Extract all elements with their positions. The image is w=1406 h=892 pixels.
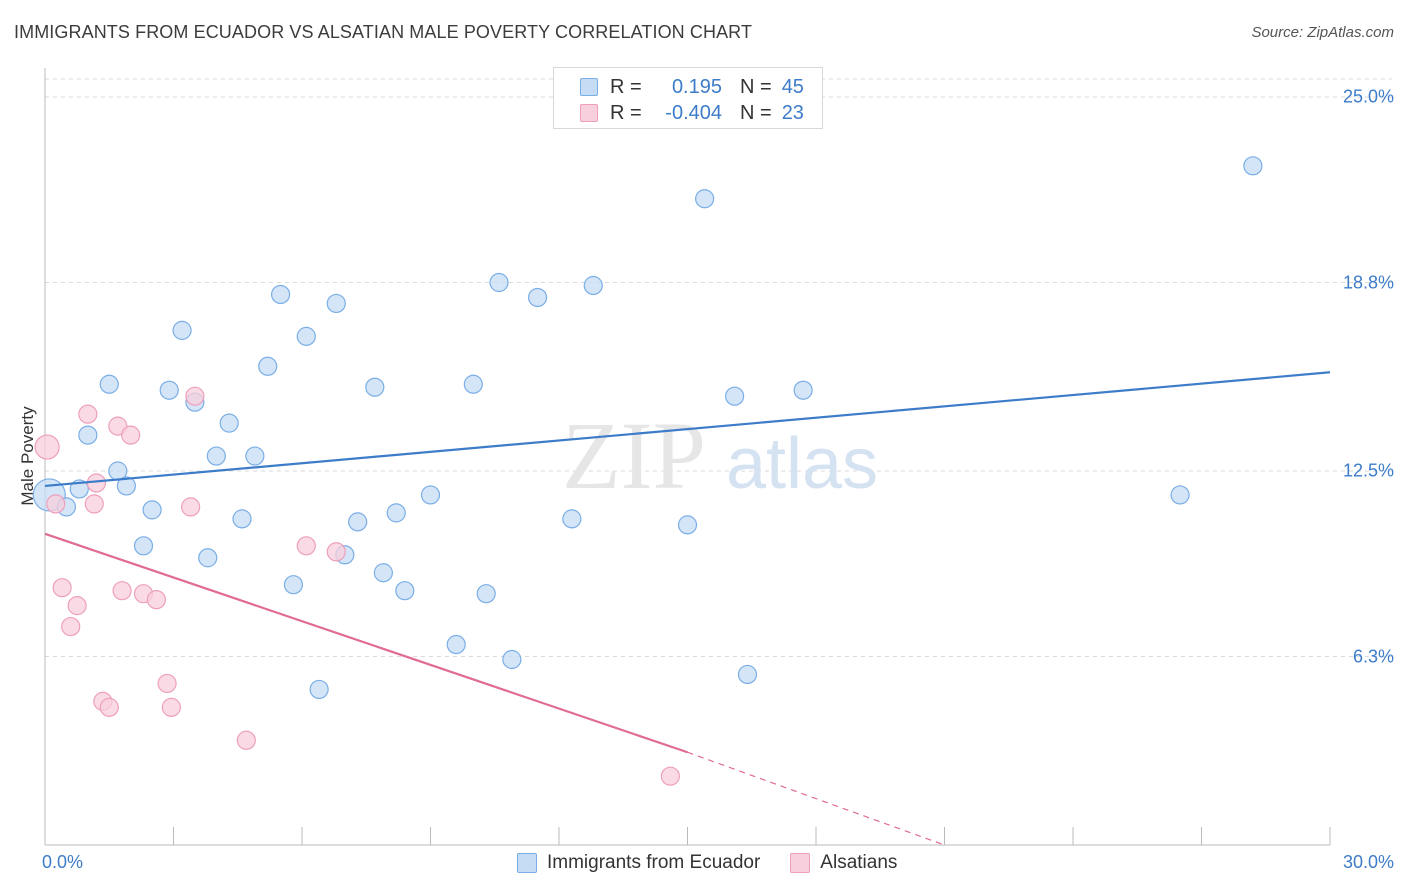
data-point [181,497,201,517]
data-point [527,287,548,308]
data-point [219,413,239,433]
data-point [677,515,698,535]
data-point [185,386,205,406]
series-legend: Immigrants from Ecuador Alsatians [517,852,927,874]
data-point [78,404,98,424]
data-point [326,542,346,562]
legend-r-value: 0.195 [671,75,722,98]
data-point [69,479,89,499]
data-point [502,649,522,670]
data-point [562,509,582,529]
x-tick-max: 30.0% [1342,852,1394,872]
watermark: ZIP atlas [562,402,878,509]
data-point [660,766,680,786]
data-point [793,380,813,400]
data-point [258,356,278,376]
data-point [236,730,256,750]
data-point [157,673,177,694]
legend-r-label: R = [610,75,642,98]
data-point [489,272,509,293]
data-point [112,581,132,601]
legend-n-label: N = [740,101,772,124]
data-point [386,503,406,523]
y-tick-label: 18.8% [1342,272,1394,292]
data-point [46,494,66,514]
data-point [476,584,496,604]
legend-row-ecuador: R = 0.195 N = 45 [580,74,804,100]
legend-r-value: -0.404 [665,101,722,124]
data-point [161,697,181,717]
data-point [395,581,415,601]
data-point [309,679,329,700]
data-point [99,697,119,717]
trend-lines [44,371,1331,846]
legend-swatch-blue [580,78,598,96]
legend-swatch-blue [517,853,537,873]
data-point [365,377,385,397]
data-point [52,578,72,598]
data-point [159,380,179,400]
y-tick-label: 25.0% [1342,86,1394,107]
data-point [296,536,316,556]
data-point [34,434,60,460]
legend-item-alsatians[interactable]: Alsatians [790,852,897,874]
data-point [1243,156,1263,176]
legend-label-alsatians: Alsatians [820,852,898,873]
data-point [206,446,226,466]
data-point [348,512,368,532]
chart-title: IMMIGRANTS FROM ECUADOR VS ALSATIAN MALE… [14,22,753,42]
data-point [198,548,218,568]
series-alsatians [34,386,680,786]
data-point [326,293,346,314]
y-tick-label: 12.5% [1342,460,1394,481]
legend-row-alsatians: R = -0.404 N = 23 [580,100,804,126]
data-point [420,485,441,505]
data-point [283,575,304,595]
data-point [1170,485,1190,505]
x-tick-min: 0.0% [42,852,84,872]
data-point [583,275,603,296]
data-point [232,509,252,529]
data-point [373,563,393,583]
data-point [133,536,154,556]
legend-label-ecuador: Immigrants from Ecuador [547,852,761,873]
data-point [172,320,192,340]
y-tick-label: 6.3% [1352,646,1394,666]
data-point [737,664,758,685]
grid-lines [45,78,1392,658]
trend-line-extension [687,751,945,846]
data-point [61,616,81,637]
watermark-atlas: atlas [726,424,878,504]
data-point [296,326,316,346]
data-point [463,374,483,394]
legend-r-label: R = [610,101,642,124]
legend-item-ecuador[interactable]: Immigrants from Ecuador [517,852,760,874]
legend-swatch-pink [790,853,811,873]
data-point [67,596,87,616]
data-point [725,386,745,406]
legend-n-value: 45 [781,75,804,98]
legend-swatch-pink [580,104,598,122]
data-point [116,476,136,496]
data-point [84,494,104,514]
correlation-legend: R = 0.195 N = 45 R = -0.404 N = 23 [553,67,823,129]
trend-line [44,371,1331,488]
legend-n-value: 23 [781,101,804,124]
data-point [270,284,291,305]
data-point [446,634,466,655]
trend-line [44,532,688,754]
watermark-zip: ZIP [562,402,706,509]
data-point [142,500,162,520]
legend-n-label: N = [740,75,772,98]
data-point [121,425,141,445]
data-point [695,189,715,209]
data-point [245,446,265,466]
data-point [146,590,166,610]
data-point [99,374,119,394]
data-point [78,425,98,445]
source-label: Source: ZipAtlas.com [1251,24,1394,41]
